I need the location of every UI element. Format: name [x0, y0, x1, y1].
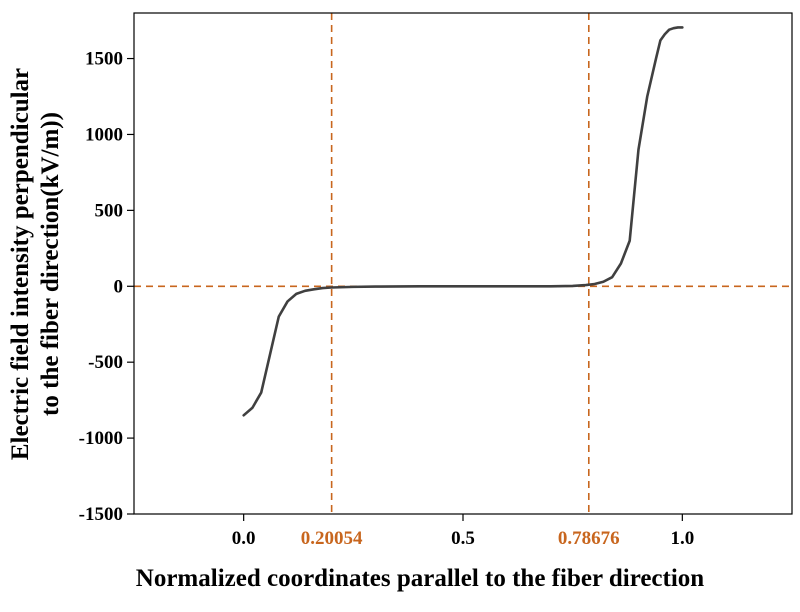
y-axis-title-line-2: to the fiber direction(kV/m)) — [37, 112, 64, 416]
y-tick-label: -1500 — [79, 504, 123, 525]
y-tick-label: 0 — [114, 276, 124, 297]
tick-labels: -1500 -1000 -500 0 500 1000 1500 0.0 0.5 1.0 0.200… — [79, 49, 695, 549]
x-tick-label: 0.0 — [232, 528, 256, 549]
series-layer — [242, 26, 684, 417]
reference-label-2: 0.78676 — [558, 528, 620, 549]
x-axis-title: Normalized coordinates parallel to the f… — [136, 565, 705, 592]
x-tick-label: 1.0 — [670, 528, 694, 549]
y-tick-label: 1000 — [85, 124, 123, 145]
series-line-1 — [242, 26, 684, 417]
y-axis-title-line-1: Electric field intensity perpendicular — [7, 68, 34, 460]
y-tick-label: 1500 — [85, 49, 123, 70]
x-tick-label: 0.5 — [451, 528, 475, 549]
ticks — [127, 57, 683, 521]
y-tick-label: -1000 — [79, 428, 123, 449]
reference-label-1: 0.20054 — [301, 528, 363, 549]
y-tick-label: 500 — [95, 200, 124, 221]
y-tick-label: -500 — [88, 352, 123, 373]
